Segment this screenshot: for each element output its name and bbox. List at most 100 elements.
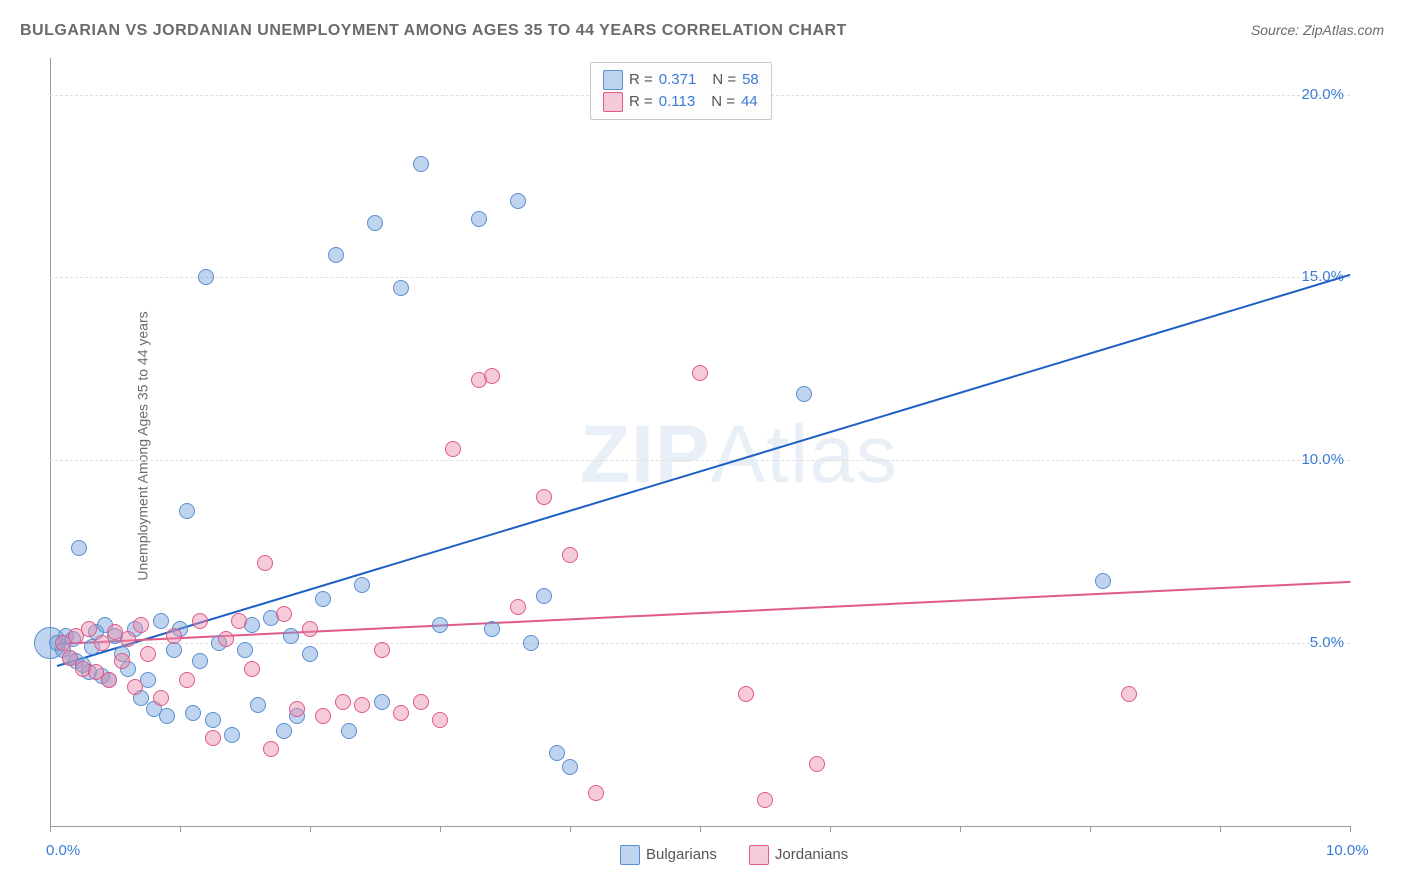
scatter-point [153,690,169,706]
legend-r-value: 0.113 [659,91,695,113]
x-tick [50,826,51,832]
scatter-point [471,211,487,227]
scatter-point [179,672,195,688]
scatter-point [413,694,429,710]
scatter-point [445,441,461,457]
scatter-point [166,642,182,658]
scatter-point [185,705,201,721]
stats-legend-row: R = 0.113N = 44 [603,91,759,113]
scatter-point [1095,573,1111,589]
scatter-point [588,785,604,801]
scatter-point [237,642,253,658]
scatter-point [159,708,175,724]
scatter-point [484,621,500,637]
legend-r-label: R = [629,91,653,113]
scatter-point [562,547,578,563]
scatter-point [374,642,390,658]
watermark-atlas: Atlas [711,409,898,500]
grid-line [50,277,1350,278]
scatter-plot: ZIPAtlas 5.0%10.0%15.0%20.0%0.0%10.0%R =… [50,58,1350,826]
x-tick [1220,826,1221,832]
series-legend-item: Bulgarians [620,844,717,866]
x-tick [570,826,571,832]
scatter-point [484,368,500,384]
scatter-point [523,635,539,651]
scatter-point [166,628,182,644]
scatter-point [367,215,383,231]
scatter-point [276,723,292,739]
trend-line [56,274,1350,667]
legend-r-value: 0.371 [659,69,697,91]
scatter-point [81,621,97,637]
legend-n-value: 58 [742,69,759,91]
scatter-point [692,365,708,381]
scatter-point [536,588,552,604]
scatter-point [796,386,812,402]
scatter-point [341,723,357,739]
watermark: ZIPAtlas [580,408,898,502]
y-axis-line [50,58,51,826]
legend-swatch [603,70,623,90]
scatter-point [250,697,266,713]
y-tick-label: 10.0% [1301,451,1344,468]
scatter-point [757,792,773,808]
scatter-point [192,613,208,629]
scatter-point [302,646,318,662]
scatter-point [432,617,448,633]
scatter-point [263,741,279,757]
x-tick [440,826,441,832]
legend-swatch [603,92,623,112]
scatter-point [374,694,390,710]
x-tick [830,826,831,832]
scatter-point [549,745,565,761]
scatter-point [393,705,409,721]
legend-swatch [749,845,769,865]
scatter-point [510,599,526,615]
scatter-point [198,269,214,285]
source-label: Source: ZipAtlas.com [1251,22,1384,38]
x-tick [700,826,701,832]
scatter-point [283,628,299,644]
scatter-point [393,280,409,296]
scatter-point [302,621,318,637]
scatter-point [354,577,370,593]
scatter-point [257,555,273,571]
legend-n-value: 44 [741,91,758,113]
stats-legend-row: R = 0.371 N = 58 [603,69,759,91]
legend-r-label: R = [629,69,653,91]
scatter-point [809,756,825,772]
scatter-point [127,679,143,695]
chart-title: BULGARIAN VS JORDANIAN UNEMPLOYMENT AMON… [20,22,847,40]
x-tick [310,826,311,832]
scatter-point [562,759,578,775]
legend-n-label: N = [712,69,736,91]
scatter-point [205,712,221,728]
scatter-point [738,686,754,702]
scatter-point [413,156,429,172]
scatter-point [140,646,156,662]
scatter-point [224,727,240,743]
scatter-point [328,247,344,263]
x-tick-label: 0.0% [46,842,80,859]
x-tick [960,826,961,832]
scatter-point [133,617,149,633]
series-legend-label: Bulgarians [646,844,717,866]
x-tick-label: 10.0% [1326,842,1369,859]
scatter-point [276,606,292,622]
series-legend-label: Jordanians [775,844,848,866]
scatter-point [354,697,370,713]
scatter-point [335,694,351,710]
series-legend-item: Jordanians [749,844,848,866]
scatter-point [1121,686,1137,702]
scatter-point [244,661,260,677]
scatter-point [289,701,305,717]
scatter-point [536,489,552,505]
scatter-point [510,193,526,209]
scatter-point [315,591,331,607]
scatter-point [71,540,87,556]
x-tick [1090,826,1091,832]
scatter-point [120,631,136,647]
scatter-point [231,613,247,629]
scatter-point [432,712,448,728]
legend-swatch [620,845,640,865]
